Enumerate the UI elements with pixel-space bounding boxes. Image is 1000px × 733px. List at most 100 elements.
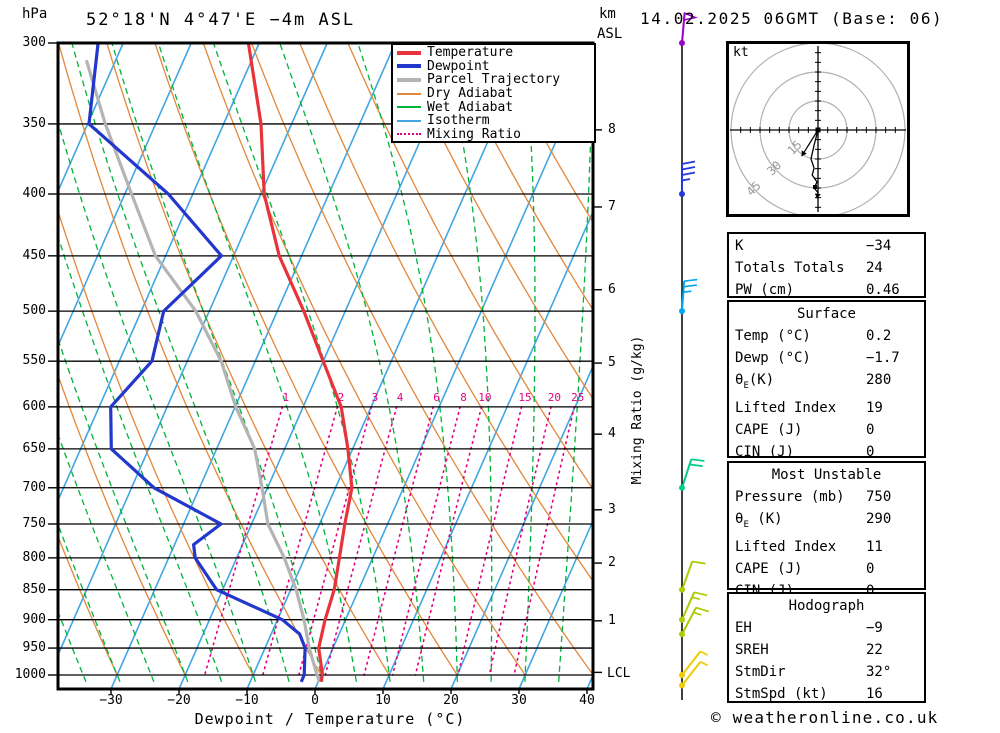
wind-barb [679,560,706,593]
storm-motion-vector [801,129,819,157]
stats-row: Totals Totals 24 [735,257,918,279]
wet-adiabat-line [279,43,425,682]
stats-value: −34 [866,238,892,254]
wet-adiabat-line [58,609,87,683]
stats-value: 11 [866,538,883,555]
isotherm-line [178,43,464,689]
hodograph-arrowhead [801,150,807,157]
stats-label: CAPE (J) [735,560,803,577]
stats-value: 19 [866,399,883,416]
isotherm-line [450,364,593,689]
stats-label: K [735,238,744,254]
isotherm-line [58,43,192,348]
stats-box-header: Hodograph [788,598,865,614]
stats-box: Surface Temp (°C) 0.2 Dewp (°C) −1.7 θE(K) 280… [727,300,926,460]
isotherm-line [382,209,593,689]
dry-adiabat-line [395,43,593,400]
stats-row: Pressure (mb) 750 [735,486,918,508]
stats-row: θE (K) 290 [735,508,918,536]
stats-label: CIN (J) [735,443,795,460]
legend-item: Wet Adiabat [397,100,594,114]
stats-label: Totals Totals [735,260,845,276]
wet-adiabat-line [558,43,593,682]
lcl-label: LCL [607,666,631,681]
asl-unit-label: ASL [597,26,623,42]
stats-label: StmSpd (kt) [735,686,828,702]
stats-row: Lifted Index 11 [735,536,918,558]
stats-row: CIN (J) 0 [735,441,918,463]
stats-value: −1.7 [866,350,900,366]
legend-item-label: Mixing Ratio [427,126,521,142]
wind-barb [679,661,709,689]
stats-label: PW (cm) [735,282,795,298]
stats-label: θE (K) [735,511,783,530]
stats-row: K −34 [735,235,918,257]
wind-barb [679,650,709,678]
stats-value: 280 [866,372,892,388]
mixing-ratio-line [488,406,552,676]
wet-adiabat-line [58,337,189,683]
hodograph-level-marker [813,185,817,189]
isotherm-line [0,43,55,689]
legend-item: Mixing Ratio [397,128,594,142]
legend-item: Isotherm [397,114,594,128]
stats-label: CAPE (J) [735,421,803,438]
stats-label: Lifted Index [735,538,837,555]
stats-value: 0 [866,421,875,438]
stats-row: Lifted Index 19 [735,397,918,419]
stats-row: θE(K) 280 [735,369,918,397]
hodograph-arrowhead [814,193,821,199]
dry-adiabat-line [58,373,186,676]
stats-value: 32° [866,664,892,680]
stats-box-header: Most Unstable [771,467,882,483]
legend-line-sample [397,92,421,95]
stats-value: 0.46 [866,282,900,298]
stats-value: 290 [866,511,892,527]
station-title: 52°18'N 4°47'E −4m ASL [86,10,356,30]
stats-label: StmDir [735,664,786,680]
stats-label: Lifted Index [735,399,837,416]
hodograph-border [726,41,910,217]
wet-adiabat-line [71,43,290,682]
stats-row: SREH 22 [735,639,918,661]
temperature-curve [246,43,354,683]
stats-box: Most Unstable Pressure (mb) 750 θE (K) 290 Li… [727,461,926,599]
stats-row: Dewp (°C) −1.7 [735,347,918,369]
mixing-ratio-line [363,406,434,676]
dry-adiabat-line [443,43,593,312]
legend-item: Parcel Trajectory [397,73,594,87]
wet-adiabat-line [442,43,493,682]
isotherm-line [58,43,124,194]
wet-adiabat-line [58,234,223,683]
parcel-trajectory-curve [84,59,322,683]
hodograph-unit-label: kt [733,45,749,60]
wet-adiabat-line [0,43,52,682]
wet-adiabat-line [58,522,121,683]
legend-line-sample [397,50,421,55]
hodograph-origin-marker [815,127,821,133]
stats-box-header: Surface [796,306,856,322]
wind-barb [679,11,698,46]
stats-row: StmDir 32° [735,661,918,683]
stats-row: CAPE (J) 0 [735,558,918,580]
legend-item-label: Isotherm [427,113,490,129]
stats-row: PW (cm) 0.46 [735,279,918,301]
legend-item-label: Parcel Trajectory [427,72,561,88]
pressure-unit-label: hPa [22,6,48,22]
mixing-ratio-axis-label: Mixing Ratio (g/kg) [630,335,645,485]
legend-item: Dry Adiabat [397,87,594,101]
stats-row: Temp (°C) 0.2 [735,325,918,347]
legend-item-label: Dry Adiabat [427,86,514,102]
stats-value: 0 [866,560,875,577]
dewpoint-curve [87,43,307,683]
wind-barb [679,278,698,315]
stats-value: 750 [866,489,892,505]
km-unit-label: km [599,6,616,22]
dry-adiabat-line [0,43,49,675]
legend-item: Dewpoint [397,60,594,74]
stats-label: Pressure (mb) [735,489,845,505]
isotherm-line [518,518,593,689]
stats-box: Hodograph EH −9 SREH 22 StmDir 32° StmSpd (kt) 1… [727,592,926,703]
